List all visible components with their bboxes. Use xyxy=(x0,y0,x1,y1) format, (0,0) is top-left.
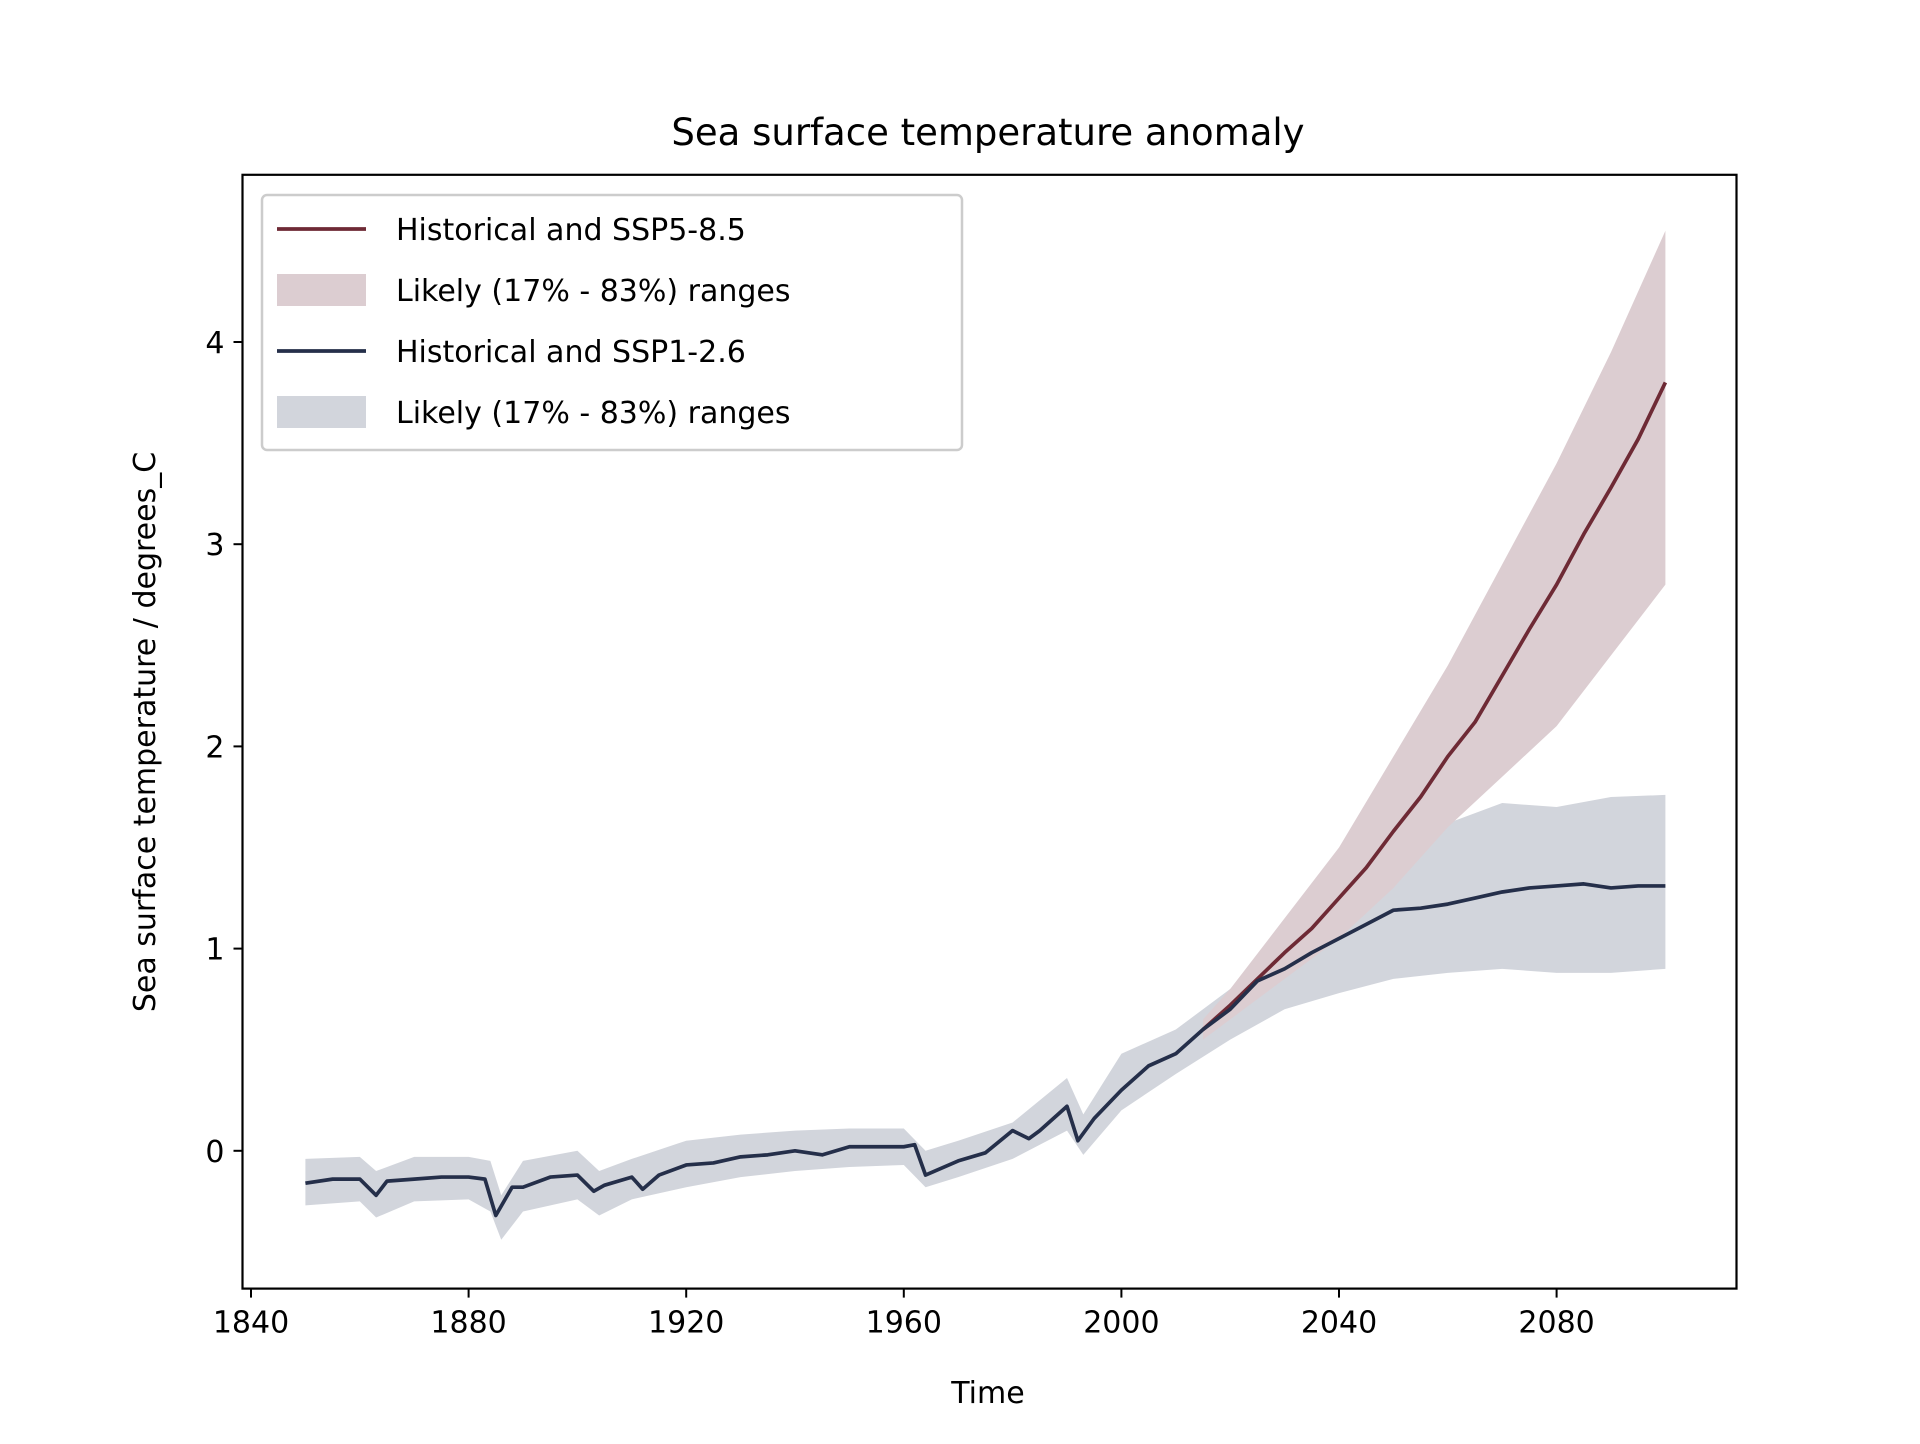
series-lines xyxy=(305,381,1668,1218)
likely-range-band xyxy=(305,794,1666,1240)
y-tick-label: 1 xyxy=(205,933,224,968)
legend-band-swatch xyxy=(277,274,366,306)
series-line xyxy=(1201,381,1668,1031)
legend: Historical and SSP5-8.5 Likely (17% - 83%… xyxy=(260,193,964,452)
x-axis-label: Time xyxy=(950,1376,1024,1411)
legend-box xyxy=(260,193,964,452)
x-tick-label: 1920 xyxy=(648,1306,724,1341)
chart-title: Sea surface temperature anomaly xyxy=(671,111,1304,154)
plot-frame xyxy=(241,173,1738,1290)
legend-label: Historical and SSP5-8.5 xyxy=(396,213,746,248)
legend-band-swatch xyxy=(277,396,366,428)
y-tick-label: 3 xyxy=(205,528,224,563)
y-axis: 0 1 2 3 4 xyxy=(205,326,243,1170)
x-tick-label: 2040 xyxy=(1301,1306,1377,1341)
x-tick-label: 2080 xyxy=(1518,1306,1594,1341)
x-tick-label: 1880 xyxy=(430,1306,506,1341)
y-tick-label: 4 xyxy=(205,326,224,361)
legend-label: Historical and SSP1-2.6 xyxy=(396,335,746,370)
x-tick-label: 1960 xyxy=(866,1306,942,1341)
x-tick-label: 1840 xyxy=(213,1306,289,1341)
x-axis: 1840 1880 1920 1960 2000 2040 2080 xyxy=(213,1288,1595,1341)
likely-range-band xyxy=(1203,230,1666,1040)
y-tick-label: 0 xyxy=(205,1135,224,1170)
y-tick-label: 2 xyxy=(205,730,224,765)
legend-label: Likely (17% - 83%) ranges xyxy=(396,396,791,431)
legend-label: Likely (17% - 83%) ranges xyxy=(396,274,791,309)
x-tick-label: 2000 xyxy=(1083,1306,1159,1341)
y-axis-label: Sea surface temperature / degrees_C xyxy=(128,452,163,1012)
series-line xyxy=(305,882,1666,1218)
